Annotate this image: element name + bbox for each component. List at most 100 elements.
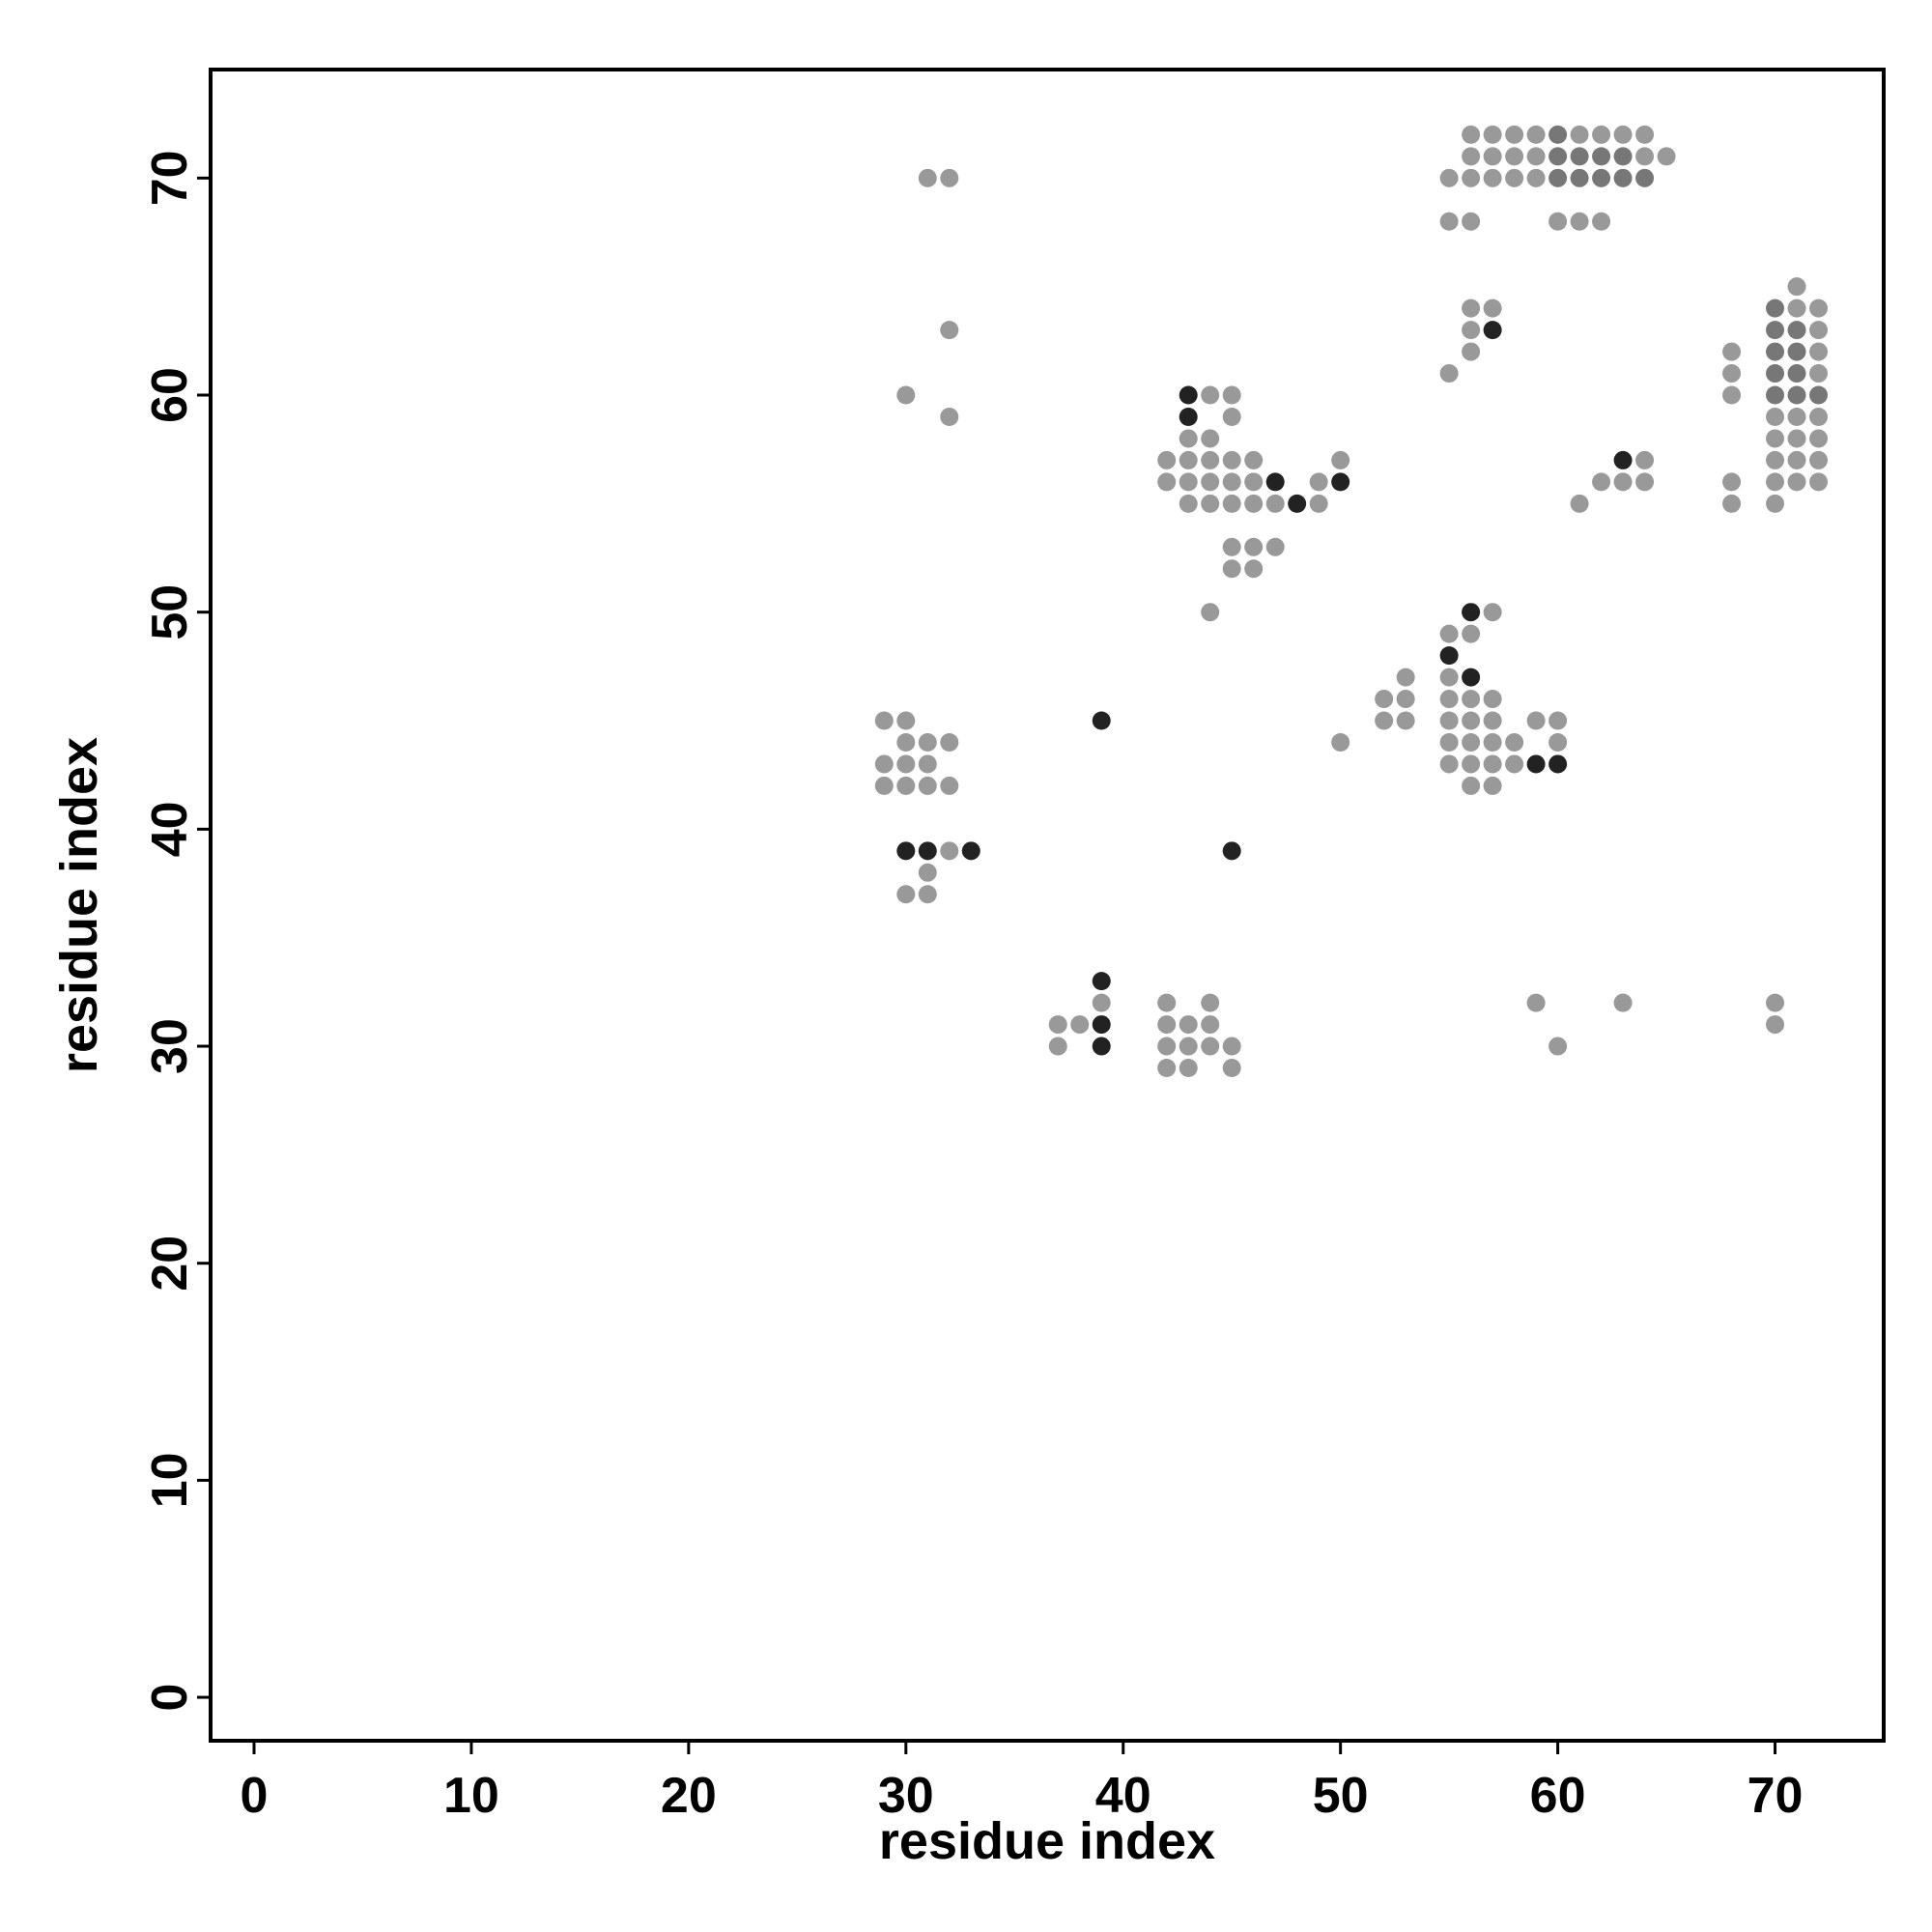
data-point (940, 407, 959, 426)
data-point (1809, 298, 1829, 318)
data-point (918, 732, 937, 752)
data-point (1439, 668, 1459, 687)
data-point (896, 754, 916, 774)
data-point (1613, 147, 1633, 166)
data-point (1809, 364, 1829, 384)
data-point (1483, 298, 1502, 318)
data-point (1766, 494, 1785, 513)
data-point (1526, 711, 1546, 730)
data-point (1505, 754, 1524, 774)
data-point (1787, 450, 1806, 469)
data-point (940, 776, 959, 795)
data-point (874, 711, 894, 730)
data-point (1201, 450, 1220, 469)
data-point (1462, 342, 1481, 361)
data-point (1222, 1059, 1241, 1078)
data-point (1657, 147, 1676, 166)
data-point (1462, 603, 1481, 622)
data-point (1722, 342, 1742, 361)
y-tick-label: 40 (142, 801, 198, 857)
data-point (1548, 147, 1568, 166)
data-point (1222, 1037, 1241, 1056)
y-tick-label: 30 (142, 1018, 198, 1074)
data-point (1526, 754, 1546, 774)
data-point (1483, 732, 1502, 752)
data-point (1483, 321, 1502, 340)
data-point (1222, 385, 1241, 405)
data-point (1592, 472, 1611, 492)
data-point (1201, 494, 1220, 513)
data-point (1505, 732, 1524, 752)
y-tick-label: 50 (142, 584, 198, 640)
data-point (1722, 472, 1742, 492)
data-point (1179, 1015, 1198, 1035)
data-point (874, 754, 894, 774)
data-point (1766, 450, 1785, 469)
data-point (1526, 993, 1546, 1012)
data-point (1244, 559, 1264, 579)
data-point (1613, 125, 1633, 144)
data-point (918, 841, 937, 861)
data-point (1462, 668, 1481, 687)
data-point (1201, 603, 1220, 622)
data-point (1787, 342, 1806, 361)
data-point (1809, 407, 1829, 426)
x-tick-label: 60 (1530, 1768, 1586, 1824)
data-point (1048, 1037, 1067, 1056)
data-point (1439, 690, 1459, 709)
data-point (1613, 993, 1633, 1012)
data-point (1526, 168, 1546, 187)
x-tick-label: 10 (443, 1768, 499, 1824)
data-point (1179, 407, 1198, 426)
data-point (1483, 125, 1502, 144)
data-point (896, 885, 916, 904)
data-point (1396, 668, 1415, 687)
data-point (1570, 147, 1589, 166)
data-point (1462, 321, 1481, 340)
data-point (1309, 472, 1328, 492)
data-point (1179, 429, 1198, 448)
data-point (1092, 972, 1111, 991)
data-point (1787, 364, 1806, 384)
data-point (1439, 168, 1459, 187)
data-point (1592, 125, 1611, 144)
data-point (940, 841, 959, 861)
data-point (1505, 168, 1524, 187)
data-point (1439, 624, 1459, 643)
data-point (1809, 321, 1829, 340)
data-point (1766, 472, 1785, 492)
data-point (1766, 342, 1785, 361)
data-point (1722, 494, 1742, 513)
data-point (1222, 841, 1241, 861)
data-point (1505, 147, 1524, 166)
data-point (1396, 711, 1415, 730)
data-point (918, 776, 937, 795)
data-point (1331, 732, 1350, 752)
data-point (1483, 754, 1502, 774)
data-point (1766, 407, 1785, 426)
data-point (1439, 212, 1459, 231)
data-point (918, 168, 937, 187)
data-point (1157, 450, 1177, 469)
data-point (1179, 472, 1198, 492)
data-point (1766, 364, 1785, 384)
data-point (1613, 168, 1633, 187)
data-point (1548, 125, 1568, 144)
data-point (1766, 298, 1785, 318)
data-point (1092, 1015, 1111, 1035)
data-point (1570, 125, 1589, 144)
data-point (1309, 494, 1328, 513)
data-point (1375, 711, 1394, 730)
data-point (1201, 993, 1220, 1012)
data-point (1331, 450, 1350, 469)
data-point (1613, 472, 1633, 492)
data-point (1462, 168, 1481, 187)
y-tick-label: 0 (142, 1684, 198, 1712)
data-point (1787, 429, 1806, 448)
data-point (961, 841, 980, 861)
data-point (1483, 690, 1502, 709)
data-point (1157, 472, 1177, 492)
x-tick-label: 20 (661, 1768, 717, 1824)
data-point (1462, 711, 1481, 730)
